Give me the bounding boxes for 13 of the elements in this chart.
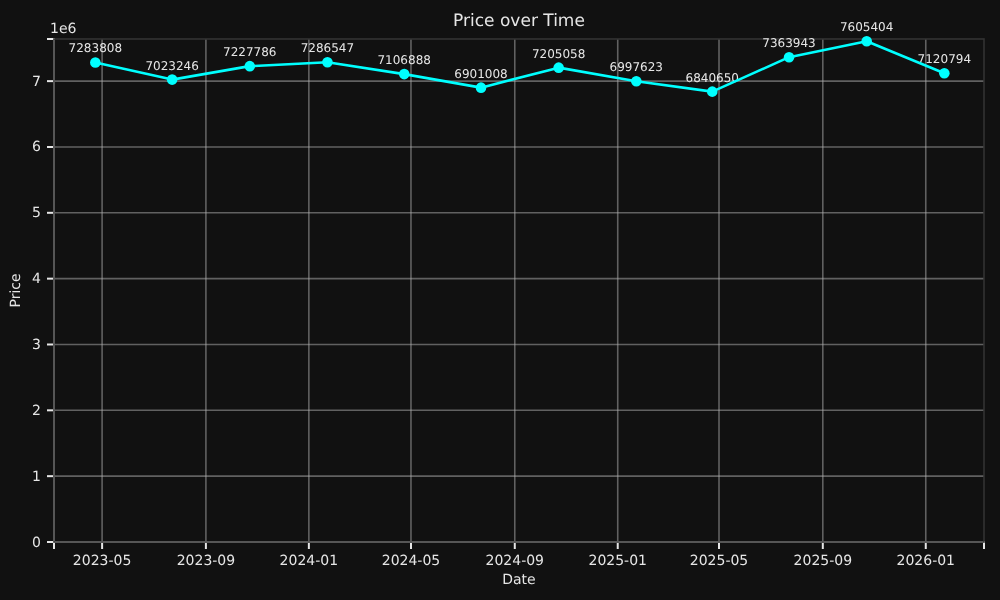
point xyxy=(783,51,795,63)
point xyxy=(706,86,718,97)
point xyxy=(244,60,256,72)
point xyxy=(939,67,950,79)
point xyxy=(475,82,487,93)
point xyxy=(631,76,642,87)
chart-title: Price over Time xyxy=(453,12,585,32)
point xyxy=(322,56,333,68)
point xyxy=(90,57,101,68)
point xyxy=(553,62,564,73)
point xyxy=(398,68,410,80)
point xyxy=(861,36,872,47)
point xyxy=(166,74,178,85)
